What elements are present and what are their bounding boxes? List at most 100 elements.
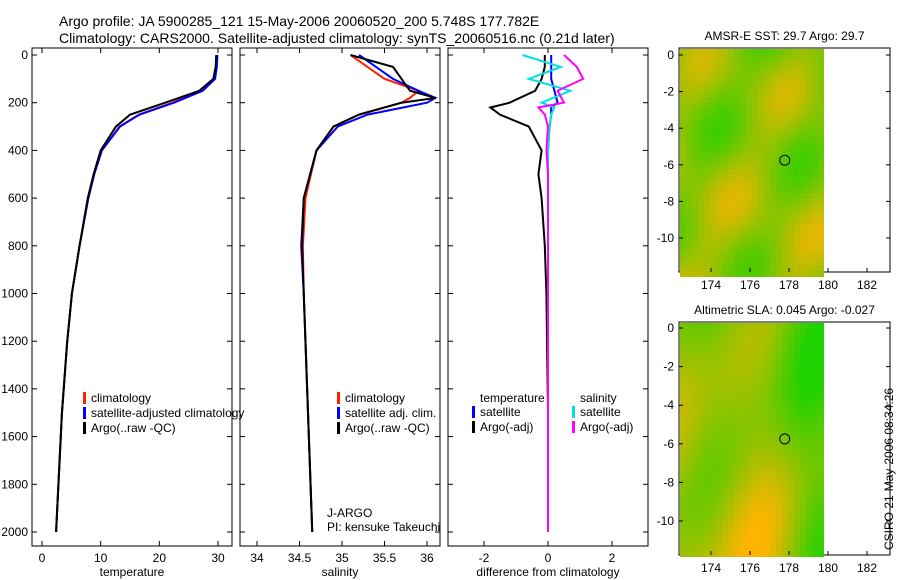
map-cell [764, 425, 770, 431]
map-cell [818, 61, 824, 67]
map-cell [722, 55, 728, 61]
map-cell [758, 181, 764, 187]
map-cell [752, 467, 758, 473]
map-cell [806, 163, 812, 169]
map-cell [788, 247, 794, 253]
map-cell [758, 551, 764, 557]
map-cell [770, 461, 776, 467]
map-cell [752, 163, 758, 169]
map-cell [764, 431, 770, 437]
map-cell [782, 407, 788, 413]
map-cell [776, 271, 782, 277]
map-cell [776, 247, 782, 253]
x-tick-label: 180 [818, 278, 838, 292]
map-cell [686, 341, 692, 347]
map-cell [686, 335, 692, 341]
map-cell [818, 521, 824, 527]
map-cell [734, 467, 740, 473]
map-cell [782, 353, 788, 359]
map-cell [800, 425, 806, 431]
map-cell [686, 395, 692, 401]
map-cell [746, 425, 752, 431]
map-cell [698, 223, 704, 229]
map-cell [788, 235, 794, 241]
map-cell [764, 241, 770, 247]
map-cell [764, 323, 770, 329]
map-cell [794, 175, 800, 181]
map-cell [746, 461, 752, 467]
map-cell [746, 539, 752, 545]
map-cell [788, 473, 794, 479]
map-cell [764, 199, 770, 205]
map-cell [782, 485, 788, 491]
map-cell [806, 323, 812, 329]
map-cell [686, 55, 692, 61]
map-cell [818, 443, 824, 449]
map-cell [698, 163, 704, 169]
map-cell [746, 449, 752, 455]
map-cell [710, 545, 716, 551]
map-cell [746, 479, 752, 485]
map-cell [776, 473, 782, 479]
map-cell [752, 383, 758, 389]
map-cell [704, 199, 710, 205]
map-cell [686, 533, 692, 539]
map-cell [692, 467, 698, 473]
map-cell [740, 67, 746, 73]
map-cell [746, 371, 752, 377]
map-cell [794, 163, 800, 169]
map-cell [686, 91, 692, 97]
map-cell [734, 193, 740, 199]
map-cell [788, 323, 794, 329]
map-cell [734, 431, 740, 437]
map-cell [686, 455, 692, 461]
map-cell [704, 413, 710, 419]
map-cell [746, 431, 752, 437]
map-cell [728, 449, 734, 455]
map-cell [800, 383, 806, 389]
map-cell [680, 431, 686, 437]
map-cell [722, 205, 728, 211]
map-cell [734, 139, 740, 145]
map-cell [770, 115, 776, 121]
legend-difference: temperature salinitysatelliteArgo(-adj)sa… [472, 391, 633, 434]
map-cell [686, 545, 692, 551]
map-cell [728, 151, 734, 157]
map-cell [794, 359, 800, 365]
map-cell [788, 157, 794, 163]
map-cell [716, 383, 722, 389]
map-cell [722, 407, 728, 413]
map-cell [812, 479, 818, 485]
map-cell [818, 265, 824, 271]
map-cell [746, 521, 752, 527]
map-cell [728, 491, 734, 497]
map-cell [818, 205, 824, 211]
map-cell [704, 121, 710, 127]
map-cell [692, 527, 698, 533]
map-cell [680, 115, 686, 121]
map-cell [746, 199, 752, 205]
map-cell [716, 217, 722, 223]
map-cell [758, 115, 764, 121]
map-cell [746, 533, 752, 539]
map-cell [806, 73, 812, 79]
map-cell [752, 323, 758, 329]
map-cell [776, 169, 782, 175]
map-cell [770, 127, 776, 133]
map-cell [782, 163, 788, 169]
map-cell [704, 181, 710, 187]
map-cell [788, 419, 794, 425]
map-cell [800, 103, 806, 109]
map-cell [710, 247, 716, 253]
map-cell [692, 151, 698, 157]
map-cell [716, 103, 722, 109]
map-cell [734, 491, 740, 497]
map-cell [704, 365, 710, 371]
map-cell [740, 217, 746, 223]
map-cell [686, 323, 692, 329]
map-cell [752, 79, 758, 85]
map-cell [764, 109, 770, 115]
map-cell [698, 527, 704, 533]
map-cell [680, 121, 686, 127]
map-cell [782, 371, 788, 377]
